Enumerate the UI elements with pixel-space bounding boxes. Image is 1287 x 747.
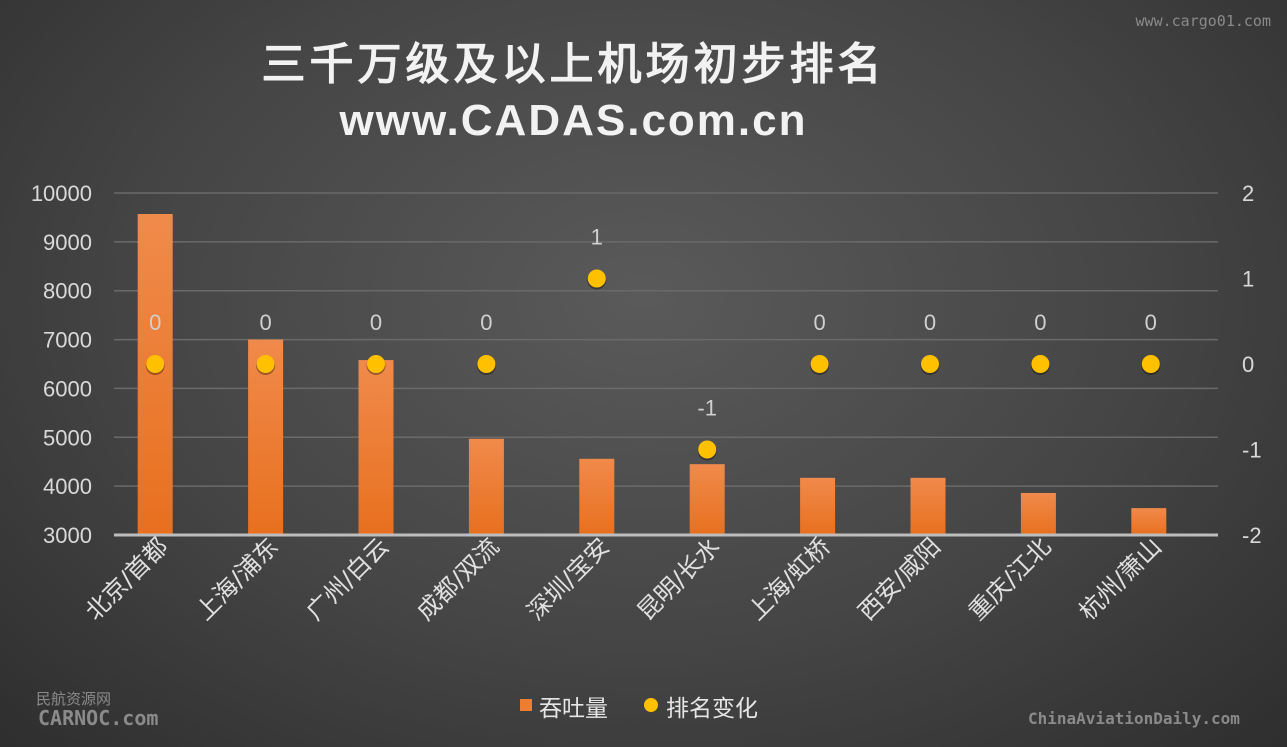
bar	[689, 464, 725, 535]
data-label: 0	[259, 310, 271, 335]
y-right-tick-label: 0	[1242, 352, 1254, 377]
watermark-chinaaviationdaily: ChinaAviationDaily.com	[1028, 709, 1240, 728]
x-tick-label: 杭州/萧山	[1074, 532, 1167, 625]
y-left-tick-label: 10000	[31, 181, 92, 206]
y-left-tick-label: 4000	[43, 474, 92, 499]
data-label: 0	[1034, 310, 1046, 335]
data-label: 0	[149, 310, 161, 335]
y-left-tick-label: 8000	[43, 279, 92, 304]
bar	[910, 477, 946, 535]
legend-point-swatch	[644, 698, 658, 712]
x-tick-label: 成都/双流	[411, 532, 504, 625]
bar	[358, 360, 394, 535]
legend-label: 排名变化	[666, 696, 758, 722]
y-right-tick-label: -1	[1242, 438, 1262, 463]
x-tick-label: 上海/虹桥	[742, 532, 835, 625]
y-right-tick-label: 1	[1242, 267, 1254, 292]
legend-label: 吞吐量	[539, 696, 608, 722]
y-left-tick-label: 7000	[43, 328, 92, 353]
data-label: -1	[697, 396, 717, 421]
bar	[800, 477, 836, 535]
bar	[1020, 492, 1056, 535]
bar	[579, 458, 615, 535]
point	[1031, 355, 1050, 373]
point	[477, 355, 496, 373]
x-tick-label: 重庆/江北	[963, 532, 1056, 625]
x-tick-label: 西安/咸阳	[853, 532, 946, 625]
y-right-tick-label: 2	[1242, 181, 1254, 206]
y-left-tick-label: 3000	[43, 523, 92, 548]
watermark-cargo01: www.cargo01.com	[1135, 12, 1271, 30]
point	[146, 355, 165, 373]
point	[698, 440, 717, 459]
bar	[468, 438, 504, 535]
data-label: 0	[813, 310, 825, 335]
watermark-carnoc-en: CARNOC.com	[38, 706, 159, 730]
y-left-tick-label: 6000	[43, 376, 92, 401]
data-label: 0	[1145, 310, 1157, 335]
data-label: 0	[480, 310, 492, 335]
x-tick-label: 上海/浦东	[190, 532, 283, 625]
x-tick-label: 深圳/宝安	[522, 532, 615, 625]
x-tick-label: 昆明/长水	[632, 532, 725, 625]
bar	[1131, 508, 1167, 535]
chart-title: 三千万级及以上机场初步排名	[261, 39, 886, 90]
y-left-tick-label: 5000	[43, 425, 92, 450]
x-tick-label: 北京/首都	[80, 532, 173, 625]
watermark-carnoc-cn: 民航资源网	[36, 690, 112, 708]
data-label: 0	[370, 310, 382, 335]
point	[256, 355, 275, 373]
point	[810, 355, 829, 373]
point	[367, 355, 385, 373]
bar	[137, 214, 173, 535]
x-tick-label: 广州/白云	[301, 532, 394, 625]
chart-subtitle: www.CADAS.com.cn	[339, 96, 808, 145]
y-left-tick-label: 9000	[43, 230, 92, 255]
data-label: 0	[924, 310, 936, 335]
y-right-tick-label: -2	[1242, 523, 1262, 548]
point	[1141, 355, 1160, 373]
legend-bar-swatch	[520, 699, 532, 711]
point	[921, 355, 939, 373]
point	[587, 269, 606, 288]
data-label: 1	[591, 225, 603, 250]
